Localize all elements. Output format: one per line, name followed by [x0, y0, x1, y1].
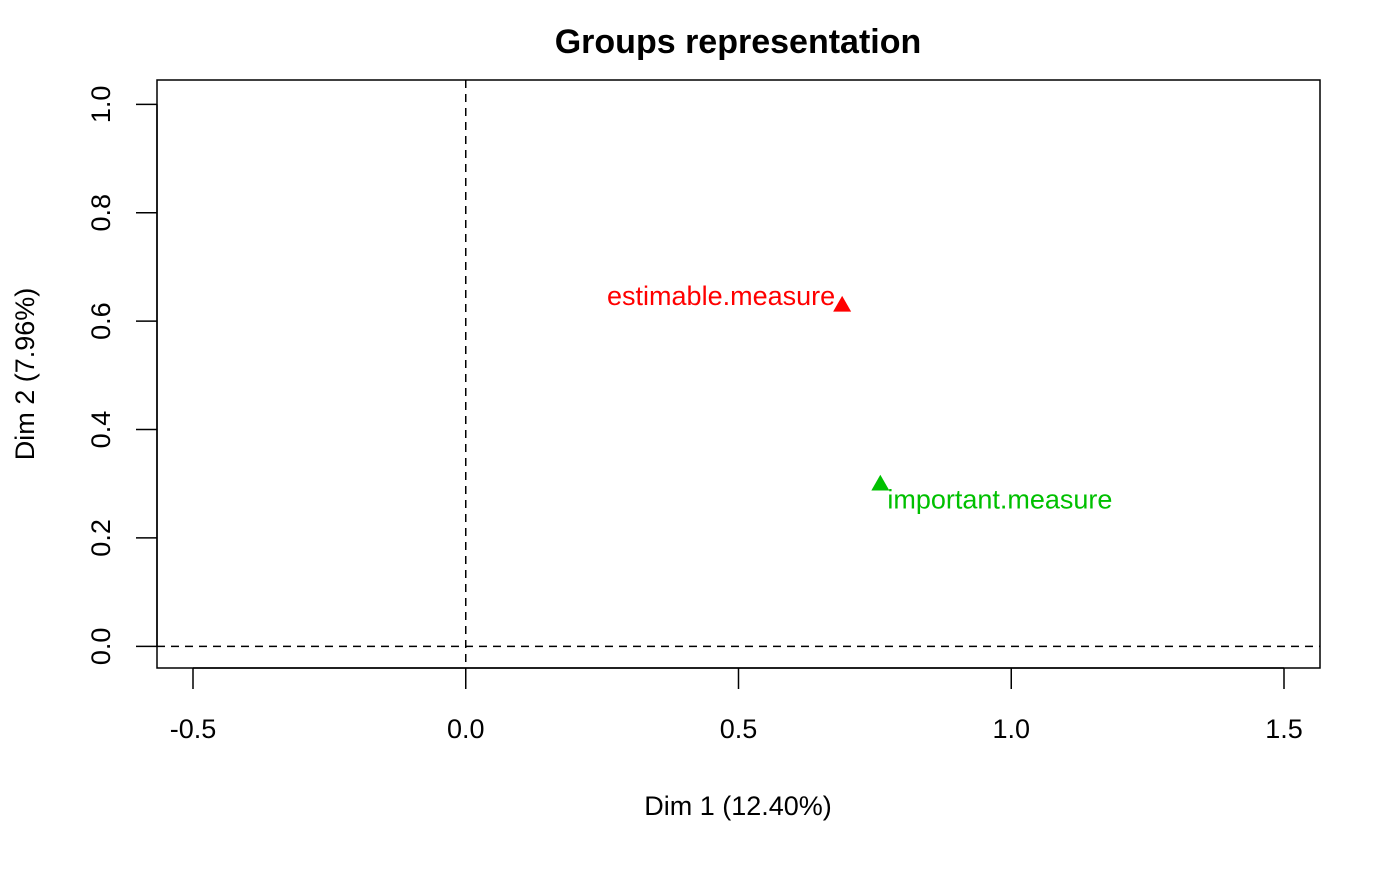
x-tick-label: 1.5: [1265, 714, 1303, 744]
x-tick-label: 1.0: [992, 714, 1030, 744]
x-tick-label: -0.5: [170, 714, 217, 744]
y-tick-label: 0.4: [86, 411, 116, 449]
reference-lines: [157, 80, 1320, 668]
data-points: estimable.measure important.measure: [607, 281, 1112, 515]
x-tick-label: 0.0: [447, 714, 485, 744]
y-tick-label: 0.6: [86, 302, 116, 340]
x-axis-label: Dim 1 (12.40%): [644, 791, 832, 821]
data-point-marker: [833, 295, 852, 312]
data-point-marker: [871, 474, 890, 491]
data-point-label: estimable.measure: [607, 281, 835, 311]
y-tick-label: 0.2: [86, 519, 116, 557]
chart-title: Groups representation: [555, 23, 922, 61]
data-point-label: important.measure: [887, 485, 1112, 515]
y-tick-label: 1.0: [86, 86, 116, 124]
y-axis-label: Dim 2 (7.96%): [10, 288, 40, 461]
plot-frame: [156, 79, 1321, 669]
y-tick-label: 0.0: [86, 628, 116, 666]
axes: -0.5 0.0 0.5 1.0 1.5 0.0 0.2 0.4 0.6 0.8 1.0: [86, 86, 1303, 744]
x-tick-label: 0.5: [720, 714, 758, 744]
y-tick-label: 0.8: [86, 194, 116, 232]
